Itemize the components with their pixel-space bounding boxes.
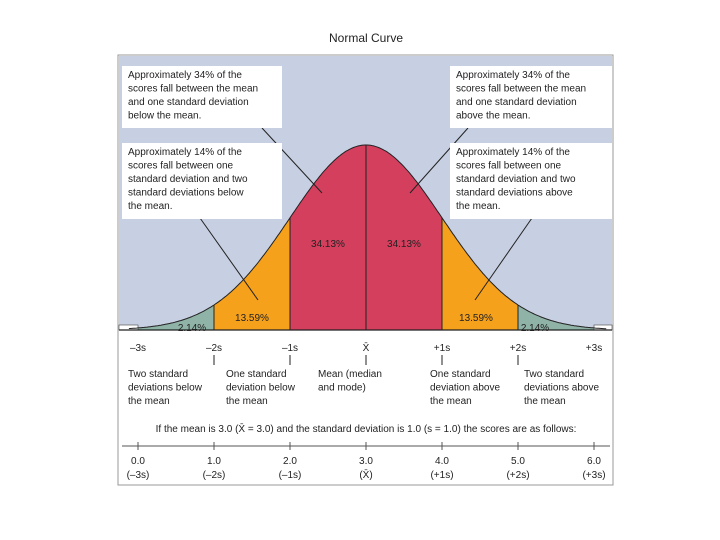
axis-label: +3s	[586, 343, 602, 354]
callout-text: scores fall between the mean	[128, 84, 258, 95]
score-sd: (+1s)	[430, 470, 453, 481]
description: the mean	[524, 396, 566, 407]
axis-label: –3s	[130, 343, 146, 354]
callout-text: standard deviation and two	[128, 174, 248, 185]
callout-text: and one standard deviation	[128, 97, 249, 108]
description: deviations above	[524, 383, 599, 394]
score-value: 2.0	[283, 456, 297, 467]
tail-region	[138, 304, 214, 330]
callout-box	[450, 143, 612, 219]
description: One standard	[226, 369, 287, 380]
callout-text: above the mean.	[456, 111, 531, 122]
base-bar	[118, 324, 139, 331]
axis-label: –2s	[206, 343, 222, 354]
callout-box	[122, 66, 282, 128]
percent-label: 2.14%	[178, 323, 206, 334]
description: deviations below	[128, 383, 203, 394]
curve-line	[128, 144, 607, 330]
score-value: 5.0	[511, 456, 525, 467]
description: One standard	[430, 369, 491, 380]
leader-line	[261, 127, 323, 194]
callout-text: scores fall between one	[128, 161, 234, 172]
axis-label: –1s	[282, 343, 298, 354]
axis-label: +1s	[434, 343, 450, 354]
callout-text: scores fall between the mean	[456, 84, 586, 95]
tail-region	[518, 305, 594, 330]
score-value: 4.0	[435, 456, 449, 467]
callout-text: below the mean.	[128, 111, 201, 122]
callout-text: Approximately 34% of the	[128, 70, 242, 81]
description: the mean	[430, 396, 472, 407]
description: Mean (median	[318, 369, 382, 380]
percent-label: 34.13%	[387, 239, 421, 250]
callout-text: standard deviation and two	[456, 174, 576, 185]
callout-text: Approximately 14% of the	[128, 147, 242, 158]
callout-text: scores fall between one	[456, 161, 562, 172]
title: Normal Curve	[329, 31, 403, 45]
callout-text: and one standard deviation	[456, 97, 577, 108]
score-value: 3.0	[359, 456, 373, 467]
score-value: 6.0	[587, 456, 601, 467]
description: deviation below	[226, 383, 296, 394]
leader-line	[409, 127, 469, 194]
callout-text: Approximately 34% of the	[456, 70, 570, 81]
leader-line	[474, 217, 533, 301]
callout-box	[122, 143, 282, 219]
base-bar	[593, 324, 613, 331]
score-sd: (+3s)	[582, 470, 605, 481]
note: If the mean is 3.0 (X̄ = 3.0) and the st…	[156, 422, 577, 435]
description: the mean	[128, 396, 170, 407]
description: and mode)	[318, 383, 366, 394]
score-sd: (–2s)	[203, 470, 226, 481]
callout-text: standard deviations below	[128, 188, 244, 199]
percent-label: 2.14%	[521, 323, 549, 334]
score-sd: (+2s)	[506, 470, 529, 481]
percent-label: 13.59%	[235, 313, 269, 324]
callout-text: standard deviations above	[456, 188, 573, 199]
callout-text: the mean.	[128, 201, 172, 212]
score-sd: (X̄)	[359, 468, 372, 481]
score-sd: (–3s)	[127, 470, 150, 481]
score-sd: (–1s)	[279, 470, 302, 481]
description: deviation above	[430, 383, 500, 394]
callout-box	[450, 66, 612, 128]
callout-text: the mean.	[456, 201, 500, 212]
description: Two standard	[128, 369, 188, 380]
score-value: 1.0	[207, 456, 221, 467]
description: Two standard	[524, 369, 584, 380]
percent-label: 13.59%	[459, 313, 493, 324]
description: the mean	[226, 396, 268, 407]
axis-label: +2s	[510, 343, 526, 354]
callout-text: Approximately 14% of the	[456, 147, 570, 158]
axis-label: X̄	[363, 341, 370, 354]
percent-label: 34.13%	[311, 239, 345, 250]
score-value: 0.0	[131, 456, 145, 467]
leader-line	[199, 217, 259, 301]
